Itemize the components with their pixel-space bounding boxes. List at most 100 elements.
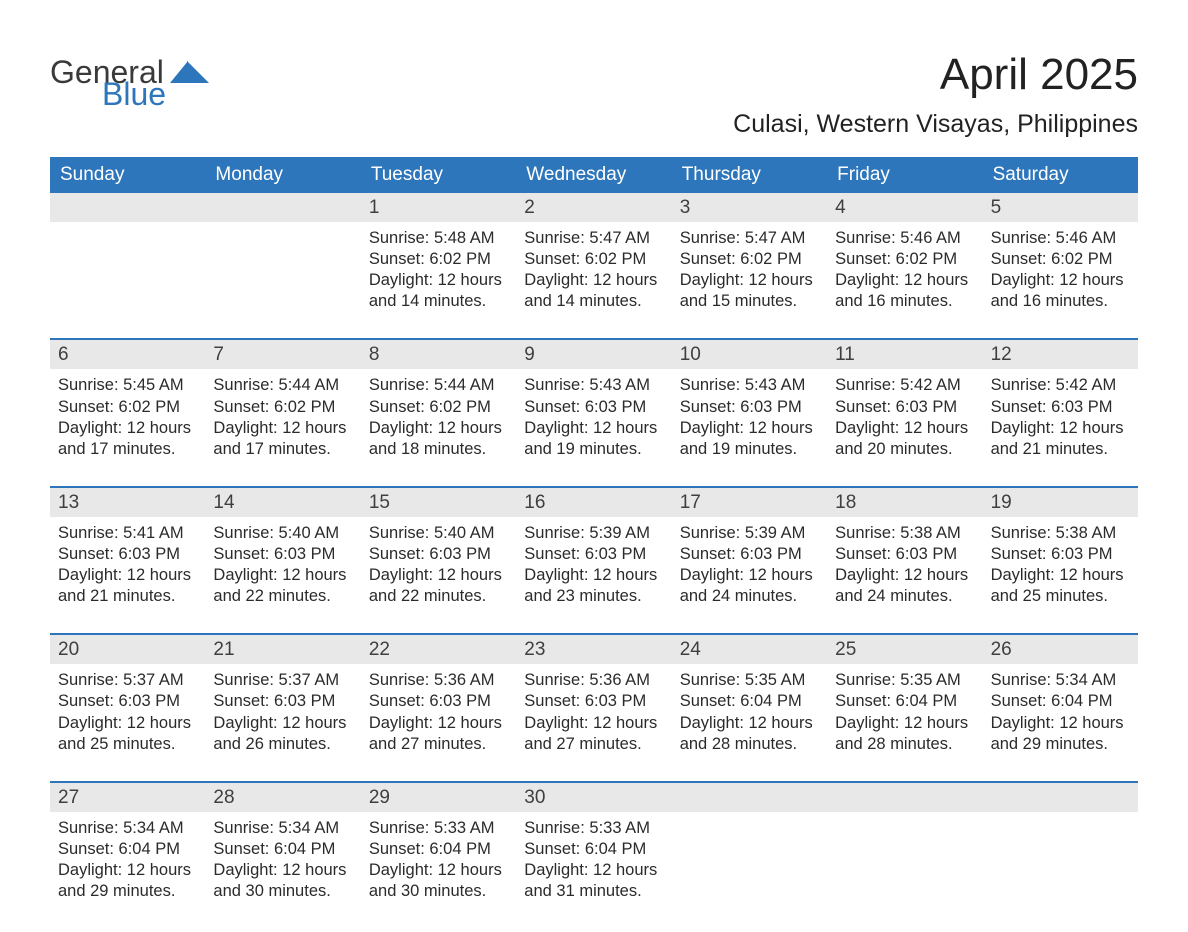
dow-cell: Friday <box>827 157 982 193</box>
day-number <box>205 193 360 222</box>
sunrise-line: Sunrise: 5:42 AM <box>835 375 974 396</box>
sunrise-line: Sunrise: 5:37 AM <box>58 670 197 691</box>
day-cell: Sunrise: 5:36 AMSunset: 6:03 PMDaylight:… <box>516 664 671 754</box>
sunrise-line: Sunrise: 5:47 AM <box>680 228 819 249</box>
day-number-row: 13141516171819 <box>50 488 1138 517</box>
day-cell: Sunrise: 5:46 AMSunset: 6:02 PMDaylight:… <box>827 222 982 312</box>
day-body-row: Sunrise: 5:37 AMSunset: 6:03 PMDaylight:… <box>50 664 1138 754</box>
sunset-line: Sunset: 6:03 PM <box>524 397 663 418</box>
sunset-line: Sunset: 6:03 PM <box>524 544 663 565</box>
calendar-page: General Blue April 2025 Culasi, Western … <box>0 0 1188 932</box>
day-number-row: 12345 <box>50 193 1138 222</box>
day-number: 13 <box>50 488 205 517</box>
logo-flag-icon <box>170 61 208 83</box>
sunrise-line: Sunrise: 5:38 AM <box>835 523 974 544</box>
day-number: 19 <box>983 488 1138 517</box>
day-cell: Sunrise: 5:44 AMSunset: 6:02 PMDaylight:… <box>205 369 360 459</box>
week-row: 12345Sunrise: 5:48 AMSunset: 6:02 PMDayl… <box>50 193 1138 312</box>
daylight-line: Daylight: 12 hours and 30 minutes. <box>213 860 352 902</box>
day-number <box>672 783 827 812</box>
day-number <box>50 193 205 222</box>
day-cell: Sunrise: 5:33 AMSunset: 6:04 PMDaylight:… <box>361 812 516 902</box>
day-cell: Sunrise: 5:39 AMSunset: 6:03 PMDaylight:… <box>516 517 671 607</box>
location-subtitle: Culasi, Western Visayas, Philippines <box>733 110 1138 139</box>
week-row: 27282930Sunrise: 5:34 AMSunset: 6:04 PMD… <box>50 781 1138 902</box>
day-number: 7 <box>205 340 360 369</box>
day-number-row: 6789101112 <box>50 340 1138 369</box>
day-cell: Sunrise: 5:38 AMSunset: 6:03 PMDaylight:… <box>983 517 1138 607</box>
day-cell: Sunrise: 5:47 AMSunset: 6:02 PMDaylight:… <box>672 222 827 312</box>
daylight-line: Daylight: 12 hours and 14 minutes. <box>369 270 508 312</box>
sunrise-line: Sunrise: 5:47 AM <box>524 228 663 249</box>
day-number <box>983 783 1138 812</box>
daylight-line: Daylight: 12 hours and 19 minutes. <box>680 418 819 460</box>
daylight-line: Daylight: 12 hours and 17 minutes. <box>213 418 352 460</box>
sunset-line: Sunset: 6:02 PM <box>213 397 352 418</box>
day-cell <box>983 812 1138 902</box>
sunset-line: Sunset: 6:02 PM <box>369 397 508 418</box>
daylight-line: Daylight: 12 hours and 27 minutes. <box>524 713 663 755</box>
sunrise-line: Sunrise: 5:40 AM <box>213 523 352 544</box>
day-cell: Sunrise: 5:35 AMSunset: 6:04 PMDaylight:… <box>827 664 982 754</box>
sunrise-line: Sunrise: 5:40 AM <box>369 523 508 544</box>
sunrise-line: Sunrise: 5:46 AM <box>991 228 1130 249</box>
daylight-line: Daylight: 12 hours and 25 minutes. <box>991 565 1130 607</box>
day-cell: Sunrise: 5:38 AMSunset: 6:03 PMDaylight:… <box>827 517 982 607</box>
sunset-line: Sunset: 6:03 PM <box>680 544 819 565</box>
sunrise-line: Sunrise: 5:45 AM <box>58 375 197 396</box>
sunrise-line: Sunrise: 5:48 AM <box>369 228 508 249</box>
day-number: 4 <box>827 193 982 222</box>
daylight-line: Daylight: 12 hours and 23 minutes. <box>524 565 663 607</box>
daylight-line: Daylight: 12 hours and 17 minutes. <box>58 418 197 460</box>
day-cell: Sunrise: 5:34 AMSunset: 6:04 PMDaylight:… <box>983 664 1138 754</box>
daylight-line: Daylight: 12 hours and 20 minutes. <box>835 418 974 460</box>
daylight-line: Daylight: 12 hours and 15 minutes. <box>680 270 819 312</box>
day-number <box>827 783 982 812</box>
day-cell: Sunrise: 5:34 AMSunset: 6:04 PMDaylight:… <box>205 812 360 902</box>
day-number: 6 <box>50 340 205 369</box>
weeks-container: 12345Sunrise: 5:48 AMSunset: 6:02 PMDayl… <box>50 193 1138 902</box>
sunset-line: Sunset: 6:03 PM <box>835 544 974 565</box>
sunset-line: Sunset: 6:02 PM <box>680 249 819 270</box>
day-number: 1 <box>361 193 516 222</box>
sunrise-line: Sunrise: 5:43 AM <box>524 375 663 396</box>
day-number: 24 <box>672 635 827 664</box>
daylight-line: Daylight: 12 hours and 31 minutes. <box>524 860 663 902</box>
day-number: 11 <box>827 340 982 369</box>
sunset-line: Sunset: 6:04 PM <box>524 839 663 860</box>
sunset-line: Sunset: 6:02 PM <box>991 249 1130 270</box>
day-number: 10 <box>672 340 827 369</box>
day-number: 21 <box>205 635 360 664</box>
day-cell <box>672 812 827 902</box>
day-number: 14 <box>205 488 360 517</box>
sunrise-line: Sunrise: 5:42 AM <box>991 375 1130 396</box>
sunset-line: Sunset: 6:02 PM <box>835 249 974 270</box>
day-cell: Sunrise: 5:41 AMSunset: 6:03 PMDaylight:… <box>50 517 205 607</box>
sunset-line: Sunset: 6:03 PM <box>58 544 197 565</box>
sunrise-line: Sunrise: 5:36 AM <box>369 670 508 691</box>
day-number: 18 <box>827 488 982 517</box>
day-cell: Sunrise: 5:39 AMSunset: 6:03 PMDaylight:… <box>672 517 827 607</box>
sunrise-line: Sunrise: 5:43 AM <box>680 375 819 396</box>
daylight-line: Daylight: 12 hours and 28 minutes. <box>835 713 974 755</box>
sunrise-line: Sunrise: 5:35 AM <box>680 670 819 691</box>
day-number: 2 <box>516 193 671 222</box>
day-number: 9 <box>516 340 671 369</box>
sunset-line: Sunset: 6:04 PM <box>369 839 508 860</box>
sunrise-line: Sunrise: 5:35 AM <box>835 670 974 691</box>
day-number: 17 <box>672 488 827 517</box>
sunset-line: Sunset: 6:04 PM <box>58 839 197 860</box>
sunrise-line: Sunrise: 5:33 AM <box>524 818 663 839</box>
logo: General Blue <box>50 56 208 110</box>
day-number: 29 <box>361 783 516 812</box>
sunset-line: Sunset: 6:03 PM <box>369 544 508 565</box>
day-number: 8 <box>361 340 516 369</box>
sunrise-line: Sunrise: 5:39 AM <box>524 523 663 544</box>
day-number: 22 <box>361 635 516 664</box>
day-body-row: Sunrise: 5:45 AMSunset: 6:02 PMDaylight:… <box>50 369 1138 459</box>
day-number-row: 27282930 <box>50 783 1138 812</box>
week-row: 20212223242526Sunrise: 5:37 AMSunset: 6:… <box>50 633 1138 754</box>
sunset-line: Sunset: 6:03 PM <box>213 544 352 565</box>
day-cell: Sunrise: 5:45 AMSunset: 6:02 PMDaylight:… <box>50 369 205 459</box>
day-number: 15 <box>361 488 516 517</box>
